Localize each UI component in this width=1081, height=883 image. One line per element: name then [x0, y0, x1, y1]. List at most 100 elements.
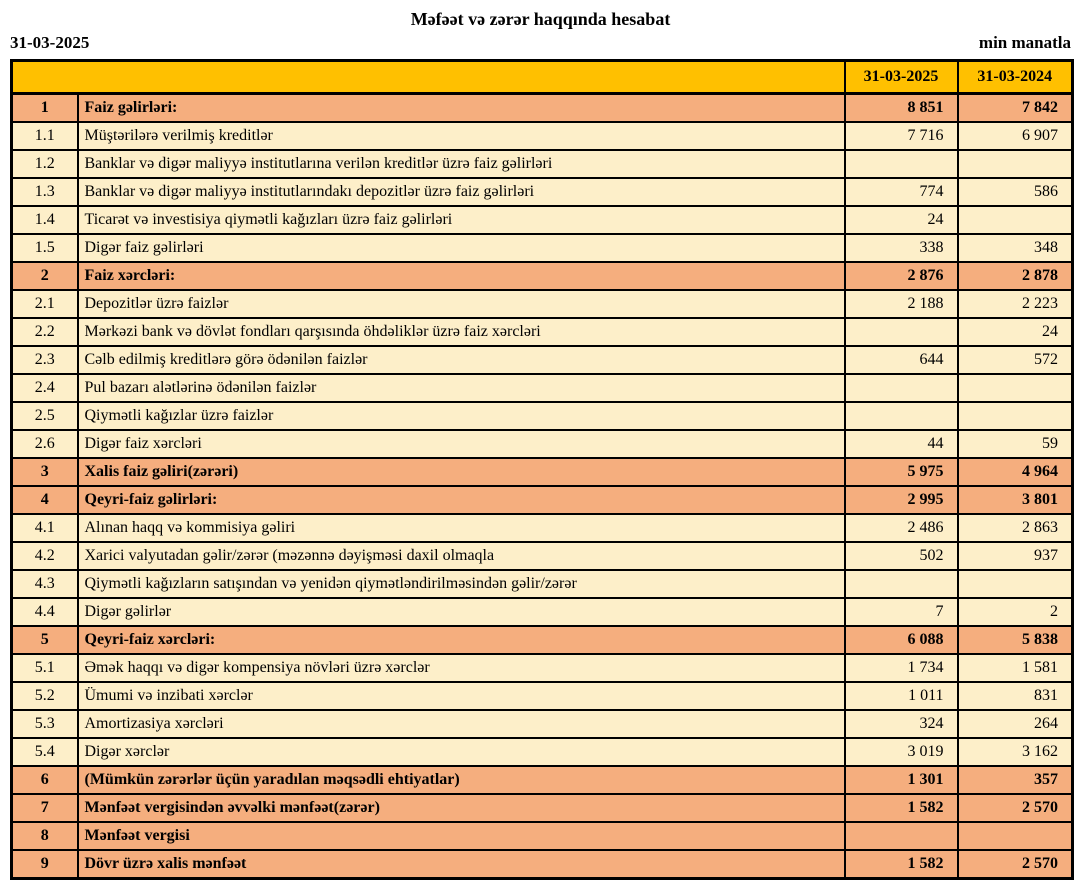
value-prior-period: 264 [956, 709, 1074, 739]
value-current-period: 44 [843, 429, 959, 459]
value-current-period: 2 995 [843, 485, 959, 515]
row-number: 1 [10, 92, 79, 123]
value-prior-period [956, 569, 1074, 599]
value-current-period: 338 [843, 233, 959, 263]
row-number: 4.2 [10, 541, 79, 571]
table-row: 1.4 Ticarət və investisiya qiymətli kağız… [10, 205, 1074, 235]
row-number: 5.4 [10, 737, 79, 767]
value-current-period [843, 373, 959, 403]
report-date: 31-03-2025 [10, 33, 90, 52]
value-current-period: 6 088 [843, 625, 959, 655]
meta-row: 31-03-2025 min manatla [0, 33, 1081, 53]
table-row: 4 Qeyri-faiz gəlirləri: 2 995 3 801 [10, 485, 1074, 515]
row-label: Dövr üzrə xalis mənfəət [76, 849, 846, 880]
value-prior-period: 59 [956, 429, 1074, 459]
row-label: Qiymətli kağızlar üzrə faizlər [76, 401, 846, 431]
value-prior-period: 357 [956, 765, 1074, 795]
table-row: 5.2 Ümumi və inzibati xərclər 1 011 831 [10, 681, 1074, 711]
row-label: Qeyri-faiz xərcləri: [76, 625, 846, 655]
row-label: Mənfəət vergisi [76, 821, 846, 851]
value-current-period: 1 734 [843, 653, 959, 683]
row-label: Digər xərclər [76, 737, 846, 767]
profit-loss-table: 31-03-2025 31-03-2024 1 Faiz gəlirləri: 8 … [10, 59, 1074, 880]
row-number: 8 [10, 821, 79, 851]
value-current-period: 1 011 [843, 681, 959, 711]
value-current-period: 24 [843, 205, 959, 235]
row-number: 2.1 [10, 289, 79, 319]
row-label: Cəlb edilmiş kreditlərə görə ödənilən fa… [76, 345, 846, 375]
value-prior-period: 572 [956, 345, 1074, 375]
row-number: 6 [10, 765, 79, 795]
value-current-period: 324 [843, 709, 959, 739]
value-prior-period: 2 863 [956, 513, 1074, 543]
value-current-period: 1 582 [843, 793, 959, 823]
table-row: 4.2 Xarici valyutadan gəlir/zərər (məzənn… [10, 541, 1074, 571]
table-row: 2 Faiz xərcləri: 2 876 2 878 [10, 261, 1074, 291]
table-row: 2.6 Digər faiz xərcləri 44 59 [10, 429, 1074, 459]
value-prior-period: 1 581 [956, 653, 1074, 683]
row-number: 1.5 [10, 233, 79, 263]
header-col-current-period: 31-03-2025 [843, 59, 959, 95]
table-row: 2.4 Pul bazarı alətlərinə ödənilən faizlə… [10, 373, 1074, 403]
value-prior-period [956, 401, 1074, 431]
row-number: 2.4 [10, 373, 79, 403]
row-label: Amortizasiya xərcləri [76, 709, 846, 739]
value-prior-period: 3 162 [956, 737, 1074, 767]
value-prior-period: 937 [956, 541, 1074, 571]
row-label: Əmək haqqı və digər kompensiya növləri ü… [76, 653, 846, 683]
header-col-prior-period: 31-03-2024 [956, 59, 1074, 95]
value-current-period: 7 [843, 597, 959, 627]
row-label: Digər faiz xərcləri [76, 429, 846, 459]
row-number: 2.2 [10, 317, 79, 347]
row-number: 2.6 [10, 429, 79, 459]
value-current-period: 5 975 [843, 457, 959, 487]
table-row: 1.1 Müştərilərə verilmiş kreditlər 7 716 6 … [10, 121, 1074, 151]
table-row: 2.2 Mərkəzi bank və dövlət fondları qarşı… [10, 317, 1074, 347]
value-prior-period: 586 [956, 177, 1074, 207]
value-prior-period: 3 801 [956, 485, 1074, 515]
row-number: 5.1 [10, 653, 79, 683]
row-label: (Mümkün zərərlər üçün yaradılan məqsədli… [76, 765, 846, 795]
table-row: 9 Dövr üzrə xalis mənfəət 1 582 2 570 [10, 849, 1074, 880]
table-row: 3 Xalis faiz gəliri(zərəri) 5 975 4 964 [10, 457, 1074, 487]
row-number: 4.3 [10, 569, 79, 599]
value-prior-period: 348 [956, 233, 1074, 263]
row-label: Müştərilərə verilmiş kreditlər [76, 121, 846, 151]
row-label: Mərkəzi bank və dövlət fondları qarşısın… [76, 317, 846, 347]
value-current-period: 7 716 [843, 121, 959, 151]
value-prior-period: 5 838 [956, 625, 1074, 655]
row-number: 1.1 [10, 121, 79, 151]
header-empty-cell [10, 59, 846, 95]
row-number: 2.5 [10, 401, 79, 431]
row-label: Qiymətli kağızların satışından və yenidə… [76, 569, 846, 599]
row-label: Digər gəlirlər [76, 597, 846, 627]
row-label: Qeyri-faiz gəlirləri: [76, 485, 846, 515]
table-row: 5.1 Əmək haqqı və digər kompensiya növlər… [10, 653, 1074, 683]
value-prior-period [956, 821, 1074, 851]
table-row: 4.4 Digər gəlirlər 7 2 [10, 597, 1074, 627]
table-row: 1.2 Banklar və digər maliyyə institutları… [10, 149, 1074, 179]
value-current-period: 3 019 [843, 737, 959, 767]
row-number: 1.2 [10, 149, 79, 179]
row-number: 2.3 [10, 345, 79, 375]
value-prior-period: 831 [956, 681, 1074, 711]
row-label: Digər faiz gəlirləri [76, 233, 846, 263]
row-label: Xarici valyutadan gəlir/zərər (məzənnə d… [76, 541, 846, 571]
table-row: 5.3 Amortizasiya xərcləri 324 264 [10, 709, 1074, 739]
row-label: Ticarət və investisiya qiymətli kağızlar… [76, 205, 846, 235]
row-label: Faiz xərcləri: [76, 261, 846, 291]
row-label: Banklar və digər maliyyə institutlarında… [76, 177, 846, 207]
table-row: 5.4 Digər xərclər 3 019 3 162 [10, 737, 1074, 767]
table-row: 2.1 Depozitlər üzrə faizlər 2 188 2 223 [10, 289, 1074, 319]
table-row: 7 Mənfəət vergisindən əvvəlki mənfəət(zər… [10, 793, 1074, 823]
value-current-period [843, 317, 959, 347]
value-prior-period: 2 878 [956, 261, 1074, 291]
table-row: 1.3 Banklar və digər maliyyə institutları… [10, 177, 1074, 207]
table-row: 1 Faiz gəlirləri: 8 851 7 842 [10, 92, 1074, 123]
value-current-period [843, 821, 959, 851]
table-header-row: 31-03-2025 31-03-2024 [10, 59, 1074, 95]
table-row: 4.3 Qiymətli kağızların satışından və yen… [10, 569, 1074, 599]
row-number: 1.4 [10, 205, 79, 235]
unit-label: min manatla [978, 33, 1071, 52]
row-label: Ümumi və inzibati xərclər [76, 681, 846, 711]
